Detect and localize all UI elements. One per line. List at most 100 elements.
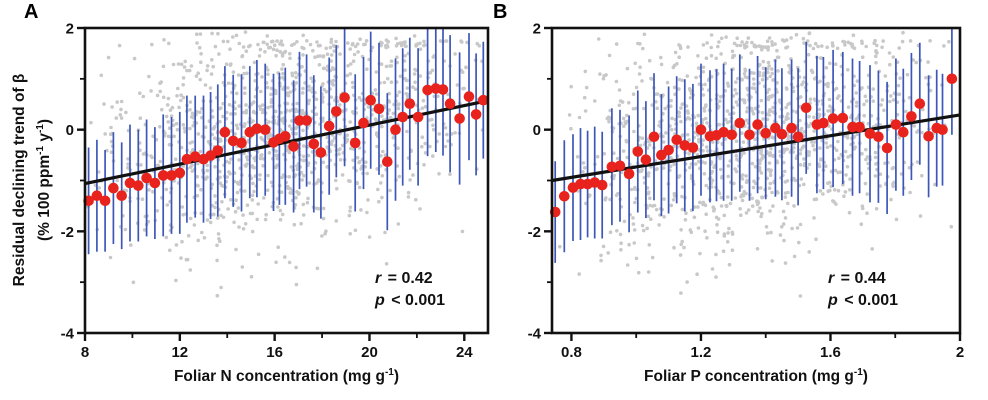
x-axis-title-b: Foliar P concentration (mg g-1) xyxy=(552,367,960,386)
stats-a-p-line: p < 0.001 xyxy=(375,290,445,312)
y-tick-label: -2 xyxy=(528,224,541,241)
x-axis-title-a-text: Foliar N concentration (mg g xyxy=(173,368,385,386)
binned-mean-point xyxy=(251,123,263,134)
binned-mean-point xyxy=(390,124,401,135)
binned-mean-point xyxy=(946,73,958,85)
binned-mean-point xyxy=(181,153,193,165)
y-axis-title-line2: (% 100 ppm-1 y-1) xyxy=(30,15,55,345)
binned-mean-point xyxy=(301,115,312,126)
binned-mean-point xyxy=(744,129,755,141)
binned-mean-point xyxy=(890,119,902,130)
binned-mean-point xyxy=(734,117,746,129)
binned-mean-point xyxy=(837,112,849,124)
binned-mean-point xyxy=(663,144,674,156)
binned-mean-point xyxy=(640,154,652,165)
binned-mean-point xyxy=(687,142,699,153)
y-tick-label: -4 xyxy=(528,326,542,343)
binned-mean-point xyxy=(606,161,618,173)
stats-b-p-line: p < 0.001 xyxy=(828,290,898,312)
binned-mean-point xyxy=(596,179,608,191)
x-axis-title-a-sup: -1 xyxy=(384,367,394,378)
binned-mean-point xyxy=(91,190,103,201)
binned-mean-point xyxy=(116,190,127,201)
y-tick-label: 0 xyxy=(66,122,74,139)
axis-ticks xyxy=(544,26,962,341)
x-tick-label: 1.6 xyxy=(820,344,841,361)
x-axis-title-b-sup: -1 xyxy=(853,367,863,378)
binned-mean-point xyxy=(339,92,350,103)
binned-mean-point xyxy=(99,195,111,207)
stats-a-p-value: < 0.001 xyxy=(386,292,446,309)
binned-mean-point xyxy=(174,167,186,179)
axis-ticks xyxy=(77,26,466,341)
binned-mean-point xyxy=(648,131,660,143)
binned-mean-point xyxy=(308,138,320,150)
stats-b-p-symbol: p xyxy=(828,292,838,309)
stats-a-r-line: r = 0.42 xyxy=(375,268,445,290)
binned-mean-point xyxy=(827,113,839,124)
binned-mean-point xyxy=(315,147,327,158)
binned-mean-point xyxy=(236,137,247,149)
stats-b-r-line: r = 0.44 xyxy=(828,268,898,290)
binned-mean-point xyxy=(437,84,449,95)
binned-mean-point xyxy=(792,131,804,143)
binned-means-layer xyxy=(549,73,958,218)
binned-mean-point xyxy=(404,98,416,109)
stats-a-r-symbol: r xyxy=(375,270,382,287)
y-axis-units-post: ) xyxy=(36,118,54,125)
binned-mean-point xyxy=(559,191,570,202)
binned-mean-point xyxy=(898,126,909,138)
x-axis-title-a: Foliar N concentration (mg g-1) xyxy=(85,367,488,386)
binned-mean-point xyxy=(632,146,644,157)
stats-b-p-value: < 0.001 xyxy=(839,292,899,309)
y-tick-label: 2 xyxy=(66,21,74,38)
binned-mean-point xyxy=(718,126,729,138)
binned-mean-point xyxy=(157,170,169,181)
binned-mean-point xyxy=(331,106,342,117)
binned-mean-point xyxy=(623,168,635,180)
binned-mean-point xyxy=(854,121,865,133)
x-tick-label: 24 xyxy=(456,344,473,361)
binned-mean-point xyxy=(695,124,707,135)
plot-frame xyxy=(550,26,962,335)
x-tick-label: 16 xyxy=(266,344,283,361)
x-tick-label: 2 xyxy=(956,344,964,361)
binned-mean-point xyxy=(914,98,926,109)
binned-mean-point xyxy=(124,177,136,189)
axis-tick-labels: 0.8 1.2 1.6 2 2 0 -2 -4 xyxy=(528,21,965,362)
binned-mean-point xyxy=(800,102,812,114)
stats-b-r-value: = 0.44 xyxy=(836,270,886,287)
panel-a-letter: A xyxy=(24,1,39,23)
binned-mean-point xyxy=(323,120,335,132)
binned-mean-point xyxy=(133,180,144,191)
x-axis-title-b-close: ) xyxy=(862,368,868,386)
y-axis-title: Residual declining trend of β (% 100 ppm… xyxy=(10,15,54,345)
x-axis-title-a-close: ) xyxy=(393,368,400,386)
binned-mean-point xyxy=(923,131,934,142)
x-tick-label: 0.8 xyxy=(561,344,582,361)
x-tick-label: 12 xyxy=(171,344,188,361)
binned-mean-point xyxy=(358,117,369,129)
y-axis-units-mid: y xyxy=(36,133,54,146)
binned-mean-point xyxy=(288,141,299,152)
stats-a-r-value: = 0.42 xyxy=(383,270,433,287)
binned-mean-point xyxy=(189,151,201,162)
binned-mean-point xyxy=(141,172,152,184)
binned-means-layer xyxy=(83,83,489,207)
binned-mean-point xyxy=(470,109,482,120)
binned-mean-point xyxy=(776,128,788,140)
x-tick-label: 8 xyxy=(81,344,89,361)
x-tick-label: 20 xyxy=(361,344,378,361)
binned-mean-point xyxy=(671,134,682,146)
binned-mean-point xyxy=(881,142,893,154)
y-tick-label: 0 xyxy=(533,122,541,139)
binned-mean-point xyxy=(227,135,239,147)
binned-mean-point xyxy=(937,124,948,135)
stats-annotation-b: r = 0.44 p < 0.001 xyxy=(828,268,898,312)
y-axis-units-pre: (% 100 ppm xyxy=(36,154,54,242)
binned-mean-point xyxy=(818,117,829,129)
